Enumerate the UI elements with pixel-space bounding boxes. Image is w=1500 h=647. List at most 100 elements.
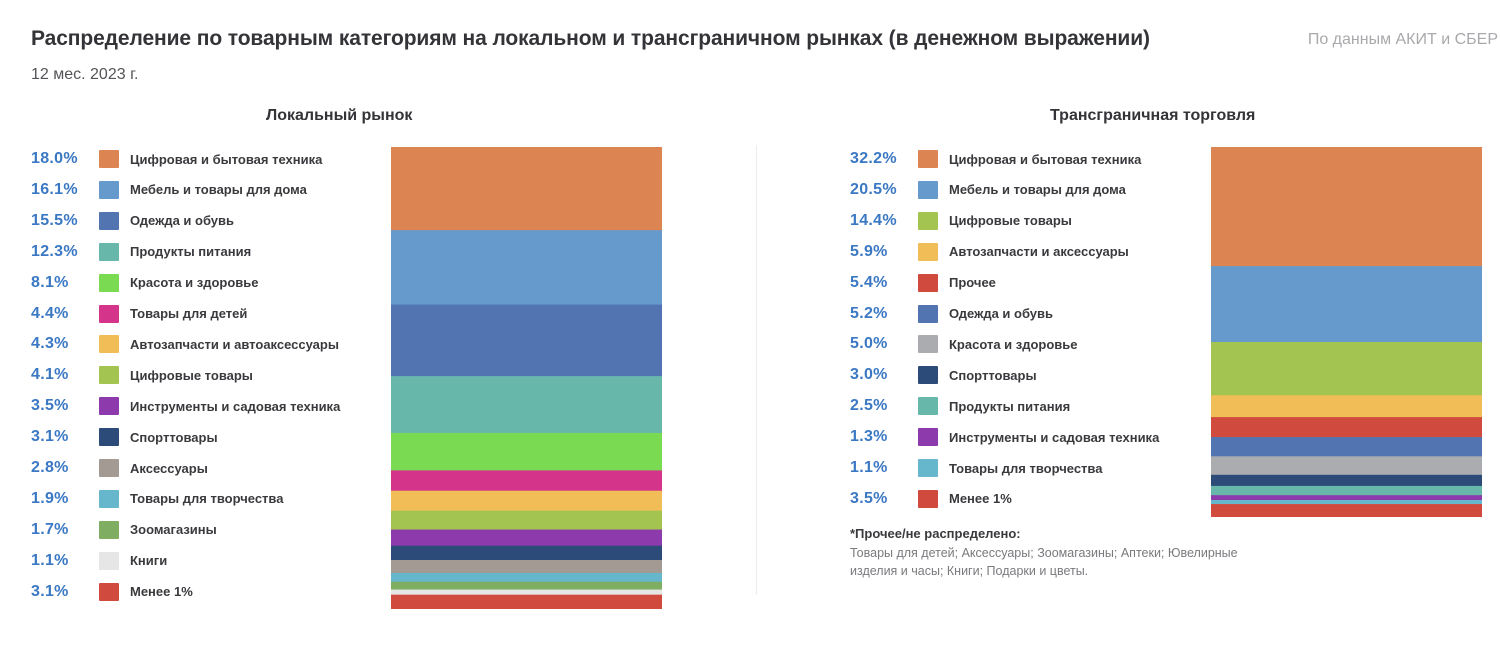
- bar-segment: [1211, 437, 1482, 457]
- bar-segment: [1211, 341, 1482, 396]
- legend-swatch: [99, 150, 119, 168]
- bar-segment: [391, 594, 662, 609]
- legend-swatch: [99, 304, 119, 323]
- bar-segment: [391, 432, 662, 471]
- legend-item: 18.0% Цифровая и бытовая техника: [31, 149, 322, 169]
- legend-swatch: [99, 520, 119, 539]
- legend-item: 1.1% Товары для творчества: [850, 458, 1102, 478]
- legend-label: Книги: [130, 553, 168, 569]
- legend-label: Товары для детей: [130, 306, 248, 321]
- legend-item: 3.0% Спорттовары: [850, 365, 1037, 385]
- source-note: По данным АКИТ и СБЕР: [1307, 31, 1498, 48]
- legend-value: 14.4%: [850, 211, 897, 229]
- footnote-title: *Прочее/не распределено:: [850, 526, 1021, 541]
- legend-label: Инструменты и садовая техника: [949, 429, 1160, 445]
- legend-label: Зоомагазины: [130, 522, 217, 538]
- bar-segment: [1211, 395, 1482, 418]
- legend-item: 32.2% Цифровая и бытовая техника: [850, 149, 1141, 169]
- legend-swatch: [99, 335, 119, 354]
- legend-value: 15.5%: [31, 211, 78, 229]
- legend-value: 4.4%: [31, 304, 69, 322]
- legend-item: 15.5% Одежда и обувь: [31, 211, 234, 231]
- legend-swatch: [99, 428, 119, 447]
- crossborder-title: Трансграничная торговля: [1050, 107, 1256, 124]
- legend-value: 4.3%: [31, 335, 69, 353]
- legend-item: 2.8% Аксессуары: [31, 458, 208, 478]
- legend-swatch: [99, 273, 119, 292]
- crossborder-stacked-bar: [1211, 147, 1482, 517]
- legend-swatch: [99, 489, 119, 508]
- bar-segment: [391, 545, 662, 561]
- legend-label: Товары для творчества: [949, 460, 1103, 476]
- legend-value: 5.0%: [850, 335, 888, 353]
- legend-swatch: [99, 211, 119, 230]
- legend-item: 2.5% Продукты питания: [850, 396, 1070, 416]
- legend-item: 5.4% Прочее: [850, 273, 996, 293]
- legend-value: 32.2%: [850, 150, 897, 167]
- legend-item: 3.1% Спорттовары: [31, 427, 218, 447]
- legend-swatch: [918, 180, 938, 199]
- legend-value: 3.1%: [31, 582, 69, 600]
- legend-item: 1.9% Товары для творчества: [31, 489, 283, 509]
- legend-item: 14.4% Цифровые товары: [850, 211, 1072, 231]
- legend-label: Автозапчасти и аксессуары: [949, 244, 1129, 260]
- bar-segment: [1211, 485, 1482, 496]
- bar-segment: [1211, 504, 1482, 517]
- legend-swatch: [99, 459, 119, 477]
- legend-value: 5.4%: [850, 273, 888, 291]
- legend-label: Спорттовары: [949, 367, 1037, 383]
- bar-segment: [391, 572, 662, 583]
- bar-segment: [1211, 499, 1482, 505]
- legend-label: Прочее: [949, 275, 996, 291]
- local-market-stacked-bar: [391, 147, 662, 609]
- legend-swatch: [99, 242, 119, 261]
- legend-swatch: [99, 180, 119, 199]
- legend-label: Аксессуары: [130, 460, 208, 476]
- legend-label: Товары для творчества: [130, 491, 284, 507]
- bar-segment: [391, 560, 662, 574]
- bar-segment: [391, 470, 662, 492]
- legend-value: 2.5%: [850, 397, 888, 415]
- legend-label: Одежда и обувь: [130, 213, 235, 229]
- bar-segment: [1211, 417, 1482, 438]
- legend-swatch: [918, 397, 938, 416]
- legend-swatch: [918, 273, 938, 292]
- legend-item: 1.7% Зоомагазины: [31, 520, 217, 540]
- legend-swatch: [918, 242, 938, 261]
- bar-segment: [1211, 456, 1482, 476]
- footnote: *Прочее/не распределено: Товары для дете…: [850, 526, 1280, 580]
- legend-label: Красота и здоровье: [130, 275, 259, 291]
- legend-label: Автозапчасти и автоаксессуары: [130, 336, 339, 352]
- legend-label: Цифровые товары: [130, 367, 253, 383]
- legend-item: 1.1% Книги: [31, 551, 167, 571]
- legend-item: 3.5% Инструменты и садовая техника: [31, 396, 340, 416]
- legend-swatch: [99, 551, 119, 570]
- legend-swatch: [99, 582, 119, 601]
- legend-label: Мебель и товары для дома: [130, 182, 307, 198]
- bar-segment: [391, 510, 662, 530]
- legend-swatch: [918, 428, 938, 447]
- legend-swatch: [99, 366, 119, 385]
- legend-swatch: [918, 304, 938, 323]
- footnote-text: Товары для детей; Аксессуары; Зоомагазин…: [850, 546, 1238, 578]
- bar-segment: [391, 581, 662, 590]
- bar-segment: [1211, 495, 1482, 501]
- panel-divider: [756, 145, 757, 595]
- legend-item: 4.4% Товары для детей: [31, 304, 247, 324]
- legend-label: Цифровая и бытовая техника: [949, 151, 1142, 167]
- bar-segment: [391, 304, 662, 377]
- legend-item: 5.9% Автозапчасти и аксессуары: [850, 242, 1129, 262]
- legend-label: Продукты питания: [130, 244, 252, 260]
- legend-value: 5.9%: [850, 242, 888, 260]
- page-title: Распределение по товарным категориям на …: [31, 27, 1150, 50]
- local-market-title: Локальный рынок: [266, 107, 413, 124]
- legend-label: Цифровые товары: [949, 213, 1072, 229]
- bar-segment: [391, 490, 662, 511]
- bar-segment: [1211, 147, 1482, 267]
- bar-segment: [391, 376, 662, 434]
- legend-value: 1.9%: [31, 489, 69, 507]
- legend-value: 3.1%: [31, 428, 69, 446]
- legend-label: Менее 1%: [949, 491, 1012, 507]
- legend-item: 16.1% Мебель и товары для дома: [31, 180, 307, 200]
- legend-value: 5.2%: [850, 304, 888, 322]
